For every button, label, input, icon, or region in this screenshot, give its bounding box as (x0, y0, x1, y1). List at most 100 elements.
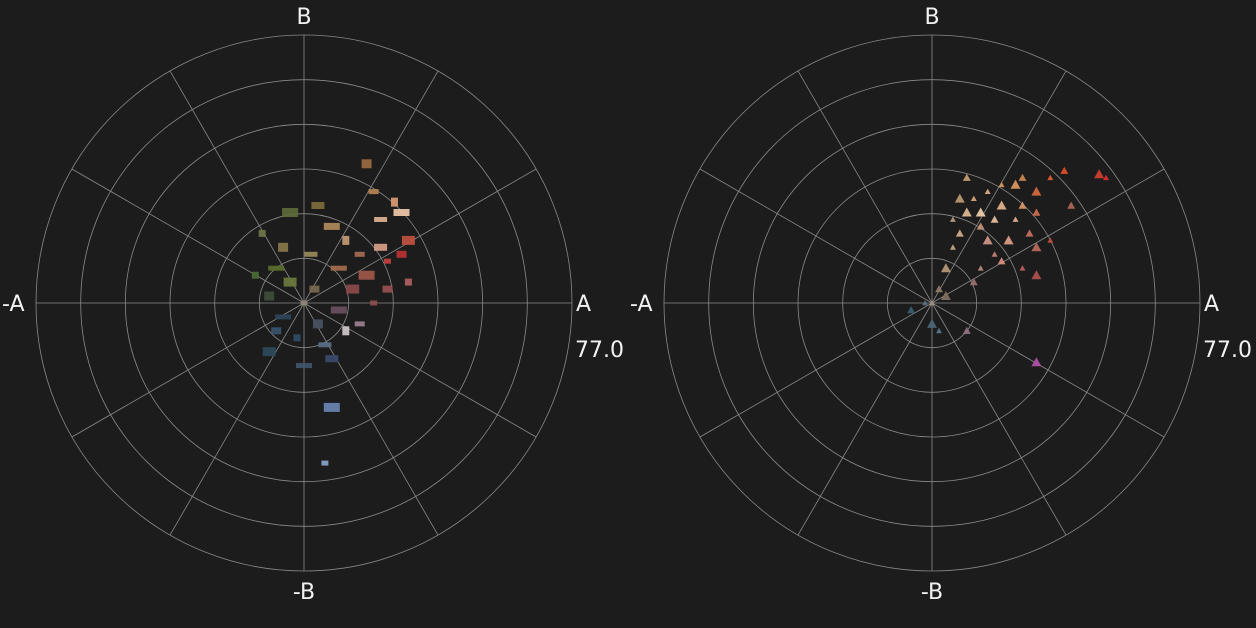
data-point (1031, 270, 1042, 280)
data-point (354, 251, 365, 257)
data-point (940, 263, 951, 273)
data-point (368, 189, 379, 195)
data-point (382, 285, 393, 293)
data-point (1094, 169, 1105, 179)
grid-spoke (303, 70, 439, 304)
data-point (1067, 201, 1076, 209)
data-point (940, 291, 951, 300)
data-point (323, 222, 340, 230)
data-point (1031, 186, 1042, 196)
data-point (1047, 174, 1054, 181)
grid-spoke (931, 168, 1165, 304)
data-point (309, 285, 320, 293)
axis-label-neg-a: -A (2, 292, 25, 317)
data-point (977, 265, 984, 271)
chart-right-svg (663, 34, 1201, 572)
data-point (283, 277, 297, 287)
grid-spoke (303, 302, 537, 438)
grid-spoke (931, 302, 1165, 438)
max-radius-label: 77.0 (575, 338, 624, 363)
data-point (321, 460, 329, 466)
data-point (990, 215, 999, 223)
data-point (1025, 229, 1034, 237)
grid-spoke (169, 302, 305, 536)
data-point (975, 207, 986, 217)
data-point (370, 300, 378, 306)
data-point (374, 217, 388, 222)
data-point (330, 265, 347, 271)
data-point (954, 193, 965, 203)
data-point (401, 235, 415, 245)
data-point (991, 251, 998, 257)
axis-label-neg-b: -B (920, 580, 944, 605)
data-point (251, 271, 259, 279)
data-point (949, 244, 956, 250)
data-point (282, 208, 299, 217)
grid-spoke (71, 168, 305, 304)
data-point (929, 300, 935, 306)
data-point (391, 197, 398, 207)
data-point (969, 278, 978, 286)
grid-spoke (699, 302, 933, 438)
data-point (1010, 179, 1021, 189)
data-point (1047, 237, 1054, 243)
data-point (393, 209, 410, 216)
data-point (997, 257, 1006, 265)
axis-label-a: A (1204, 292, 1220, 317)
grid-spoke (797, 302, 933, 536)
grid-spoke (303, 168, 537, 304)
chart-right: B -B A -A 77.0 (628, 0, 1256, 628)
data-point (361, 159, 372, 169)
data-point (342, 235, 350, 245)
data-point (949, 216, 956, 222)
data-point (976, 222, 985, 230)
data-point (300, 300, 308, 306)
data-point (271, 327, 282, 335)
data-point (982, 235, 993, 245)
data-point (955, 229, 964, 237)
grid-spoke (931, 302, 1067, 536)
data-point (258, 229, 266, 237)
data-point (323, 402, 340, 412)
data-point (962, 326, 971, 334)
grid-spoke (303, 302, 439, 536)
grid-spoke (797, 70, 933, 304)
data-point (404, 278, 412, 286)
data-point (1003, 235, 1014, 245)
axis-label-neg-a: -A (630, 292, 653, 317)
data-point (936, 327, 942, 334)
data-point (396, 250, 407, 258)
data-point (1031, 357, 1042, 367)
axis-label-a: A (576, 292, 592, 317)
data-point (262, 347, 276, 357)
data-point (358, 270, 375, 280)
data-point (268, 265, 285, 271)
axis-label-b: B (924, 5, 940, 30)
data-point (311, 202, 325, 209)
data-point (927, 318, 937, 328)
data-point (922, 300, 928, 306)
data-point (384, 258, 391, 264)
grid-spoke (71, 302, 305, 438)
data-point (1018, 173, 1027, 181)
data-point (330, 306, 347, 314)
data-point (1060, 166, 1069, 174)
data-point (278, 242, 289, 252)
data-point (1018, 201, 1027, 209)
data-point (293, 334, 301, 342)
max-radius-label: 77.0 (1203, 338, 1252, 363)
data-point (961, 207, 972, 217)
data-point (1032, 208, 1041, 216)
data-point (275, 314, 292, 320)
data-point (935, 285, 943, 293)
data-point (1012, 216, 1019, 222)
data-point (296, 363, 312, 369)
chart-left-svg (35, 34, 573, 572)
data-point (342, 326, 350, 336)
data-point (354, 321, 365, 327)
data-point (346, 284, 360, 294)
data-point (998, 181, 1005, 188)
data-point (907, 306, 916, 314)
axis-label-neg-b: -B (292, 580, 316, 605)
data-point (996, 200, 1007, 210)
